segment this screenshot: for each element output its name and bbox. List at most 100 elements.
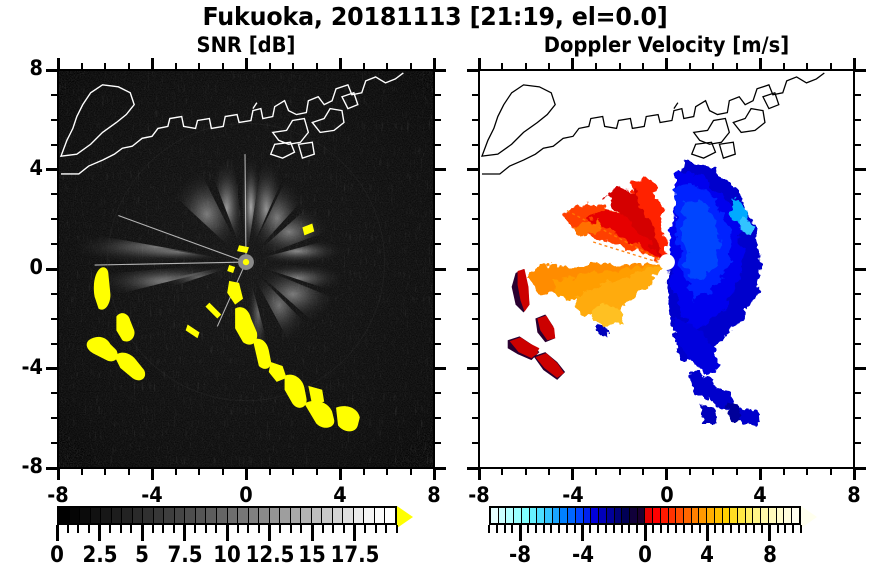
doppler-colorbar-label: 8	[762, 543, 777, 568]
tick-mark	[435, 417, 441, 420]
colorbar-tick	[542, 525, 545, 533]
colorbar-cell	[506, 508, 515, 523]
tick-mark	[472, 292, 478, 295]
tick-mark	[829, 63, 832, 69]
tick-mark	[477, 469, 481, 480]
tick-mark	[198, 63, 200, 69]
colorbar-cell	[195, 508, 207, 523]
colorbar-tick	[236, 525, 239, 533]
tick-mark	[292, 63, 294, 69]
colorbar-cell	[259, 508, 270, 523]
doppler-colorbar[interactable]	[489, 506, 801, 525]
colorbar-tick	[643, 525, 647, 541]
colorbar-cell	[514, 508, 522, 523]
tick-mark	[435, 342, 441, 345]
colorbar-tick	[636, 525, 639, 533]
colorbar-cell	[768, 508, 777, 523]
colorbar-tick	[162, 525, 165, 533]
tick-mark	[467, 267, 478, 271]
colorbar-cell	[90, 508, 102, 523]
colorbar-cell	[591, 508, 600, 523]
colorbar-tick	[651, 525, 654, 533]
colorbar-cell	[683, 508, 692, 523]
tick-mark	[548, 469, 551, 475]
colorbar-cell	[521, 508, 530, 523]
colorbar-cell	[622, 508, 630, 523]
tick-mark	[435, 93, 441, 96]
colorbar-cell	[59, 508, 70, 523]
tick-mark	[472, 118, 478, 121]
colorbar-tick	[119, 525, 122, 533]
tick-mark	[435, 367, 446, 370]
colorbar-tick	[800, 525, 802, 533]
colorbar-cell	[529, 508, 538, 523]
snr-colorbar-label: 2.5	[81, 543, 118, 568]
tick-mark	[386, 63, 388, 69]
colorbar-tick	[503, 525, 506, 533]
tick-mark	[362, 63, 365, 69]
tick-mark	[104, 469, 106, 475]
doppler-plot-area[interactable]	[478, 69, 855, 469]
doppler-colorbar-label: 0	[638, 543, 652, 568]
tick-mark	[618, 63, 621, 69]
snr-radar-image	[59, 71, 433, 467]
colorbar-cell	[776, 508, 785, 523]
tick-mark	[477, 58, 481, 69]
tick-mark	[855, 392, 861, 395]
x-axis-label: -8	[468, 483, 490, 507]
colorbar-tick	[784, 525, 787, 533]
colorbar-tick	[698, 525, 701, 533]
colorbar-cell	[637, 508, 646, 523]
tick-mark	[472, 392, 478, 395]
colorbar-cell	[730, 508, 738, 523]
tick-mark	[855, 218, 861, 221]
colorbar-tick	[518, 525, 522, 541]
colorbar-cell	[614, 508, 623, 523]
tick-mark	[127, 469, 130, 475]
tick-mark	[198, 469, 200, 475]
tick-mark	[524, 63, 527, 69]
tick-mark	[432, 58, 436, 69]
y-axis-label: -4	[21, 354, 43, 379]
colorbar-cell	[498, 508, 507, 523]
tick-mark	[51, 143, 57, 146]
colorbar-tick	[745, 525, 748, 533]
tick-mark	[806, 63, 809, 69]
colorbar-cell	[560, 508, 569, 523]
tick-mark	[51, 317, 57, 320]
snr-colorbar-label: 0	[50, 543, 64, 568]
snr-plot-area[interactable]	[57, 69, 435, 469]
colorbar-cell	[491, 508, 499, 523]
tick-mark	[51, 218, 57, 221]
colorbar-cell	[322, 508, 333, 523]
tick-mark	[855, 168, 866, 171]
tick-mark	[150, 469, 154, 480]
colorbar-tick	[87, 525, 90, 533]
tick-mark	[852, 469, 856, 480]
snr-colorbar[interactable]	[57, 506, 397, 525]
colorbar-tick	[353, 525, 356, 541]
tick-mark	[855, 466, 866, 470]
colorbar-cell	[599, 508, 607, 523]
tick-mark	[435, 292, 441, 295]
colorbar-cell	[227, 508, 239, 523]
tick-mark	[51, 442, 57, 445]
colorbar-cell	[80, 508, 91, 523]
doppler-radar-image	[480, 71, 853, 467]
tick-mark	[467, 68, 478, 72]
tick-mark	[829, 469, 832, 475]
tick-mark	[571, 58, 575, 69]
tick-mark	[435, 168, 446, 171]
colorbar-cell	[792, 508, 799, 523]
colorbar-cell	[238, 508, 249, 523]
colorbar-tick	[151, 525, 154, 533]
colorbar-cell	[111, 508, 123, 523]
colorbar-tick	[527, 525, 529, 533]
tick-mark	[362, 469, 365, 475]
colorbar-tick	[77, 525, 80, 533]
colorbar-cell	[280, 508, 291, 523]
tick-mark	[80, 469, 83, 475]
colorbar-tick	[612, 525, 615, 533]
x-axis-label: 4	[753, 483, 767, 507]
colorbar-cell	[707, 508, 715, 523]
